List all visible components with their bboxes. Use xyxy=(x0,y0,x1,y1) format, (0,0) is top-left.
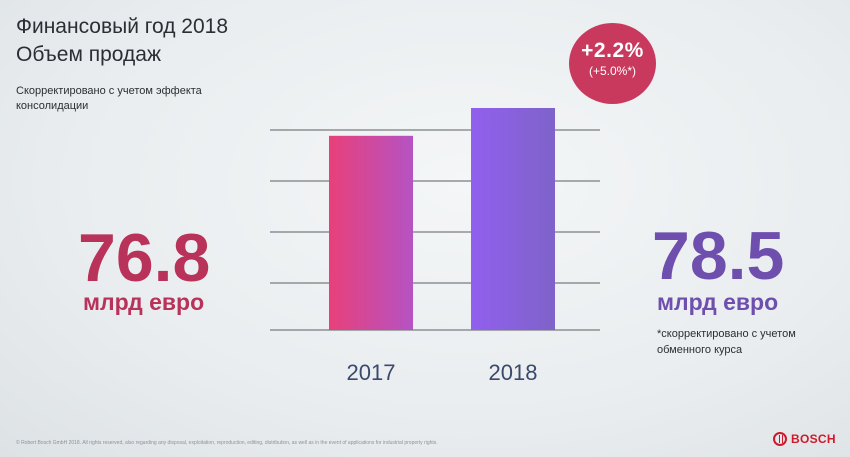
footnote-line-1: *скорректировано с учетом xyxy=(657,328,796,340)
growth-badge: +2.2% (+5.0%*) xyxy=(569,23,656,104)
consolidation-note: Скорректировано с учетом эффекта консоли… xyxy=(16,84,246,114)
title-line-2: Объем продаж xyxy=(16,43,161,66)
growth-percent: +2.2% xyxy=(581,39,644,62)
title-line-1: Финансовый год 2018 xyxy=(16,15,229,38)
bar-2018 xyxy=(471,108,555,330)
note-line-1: Скорректировано с учетом эффекта xyxy=(16,85,202,97)
sales-2017-unit: млрд евро xyxy=(83,289,205,315)
copyright-notice: © Robert Bosch GmbH 2018. All rights res… xyxy=(16,440,438,446)
sales-2017-value: 76.8 xyxy=(78,220,211,296)
growth-adjusted-percent: (+5.0%*) xyxy=(588,64,637,78)
slide-title: Финансовый год 2018 Объем продаж xyxy=(16,13,228,69)
sales-2018-unit: млрд евро xyxy=(657,289,779,315)
bar-2017 xyxy=(329,135,413,330)
brand-name: BOSCH xyxy=(791,432,836,446)
x-tick-label-2018: 2018 xyxy=(489,360,538,385)
footnote-line-2: обменного курса xyxy=(657,344,743,356)
bosch-logo: BOSCH xyxy=(773,432,836,446)
exchange-rate-footnote: *скорректировано с учетом обменного курс… xyxy=(657,326,817,358)
x-tick-label-2017: 2017 xyxy=(347,360,396,385)
sales-2018-value: 78.5 xyxy=(652,218,785,294)
note-line-2: консолидации xyxy=(16,100,89,112)
bosch-armature-icon xyxy=(773,432,787,446)
